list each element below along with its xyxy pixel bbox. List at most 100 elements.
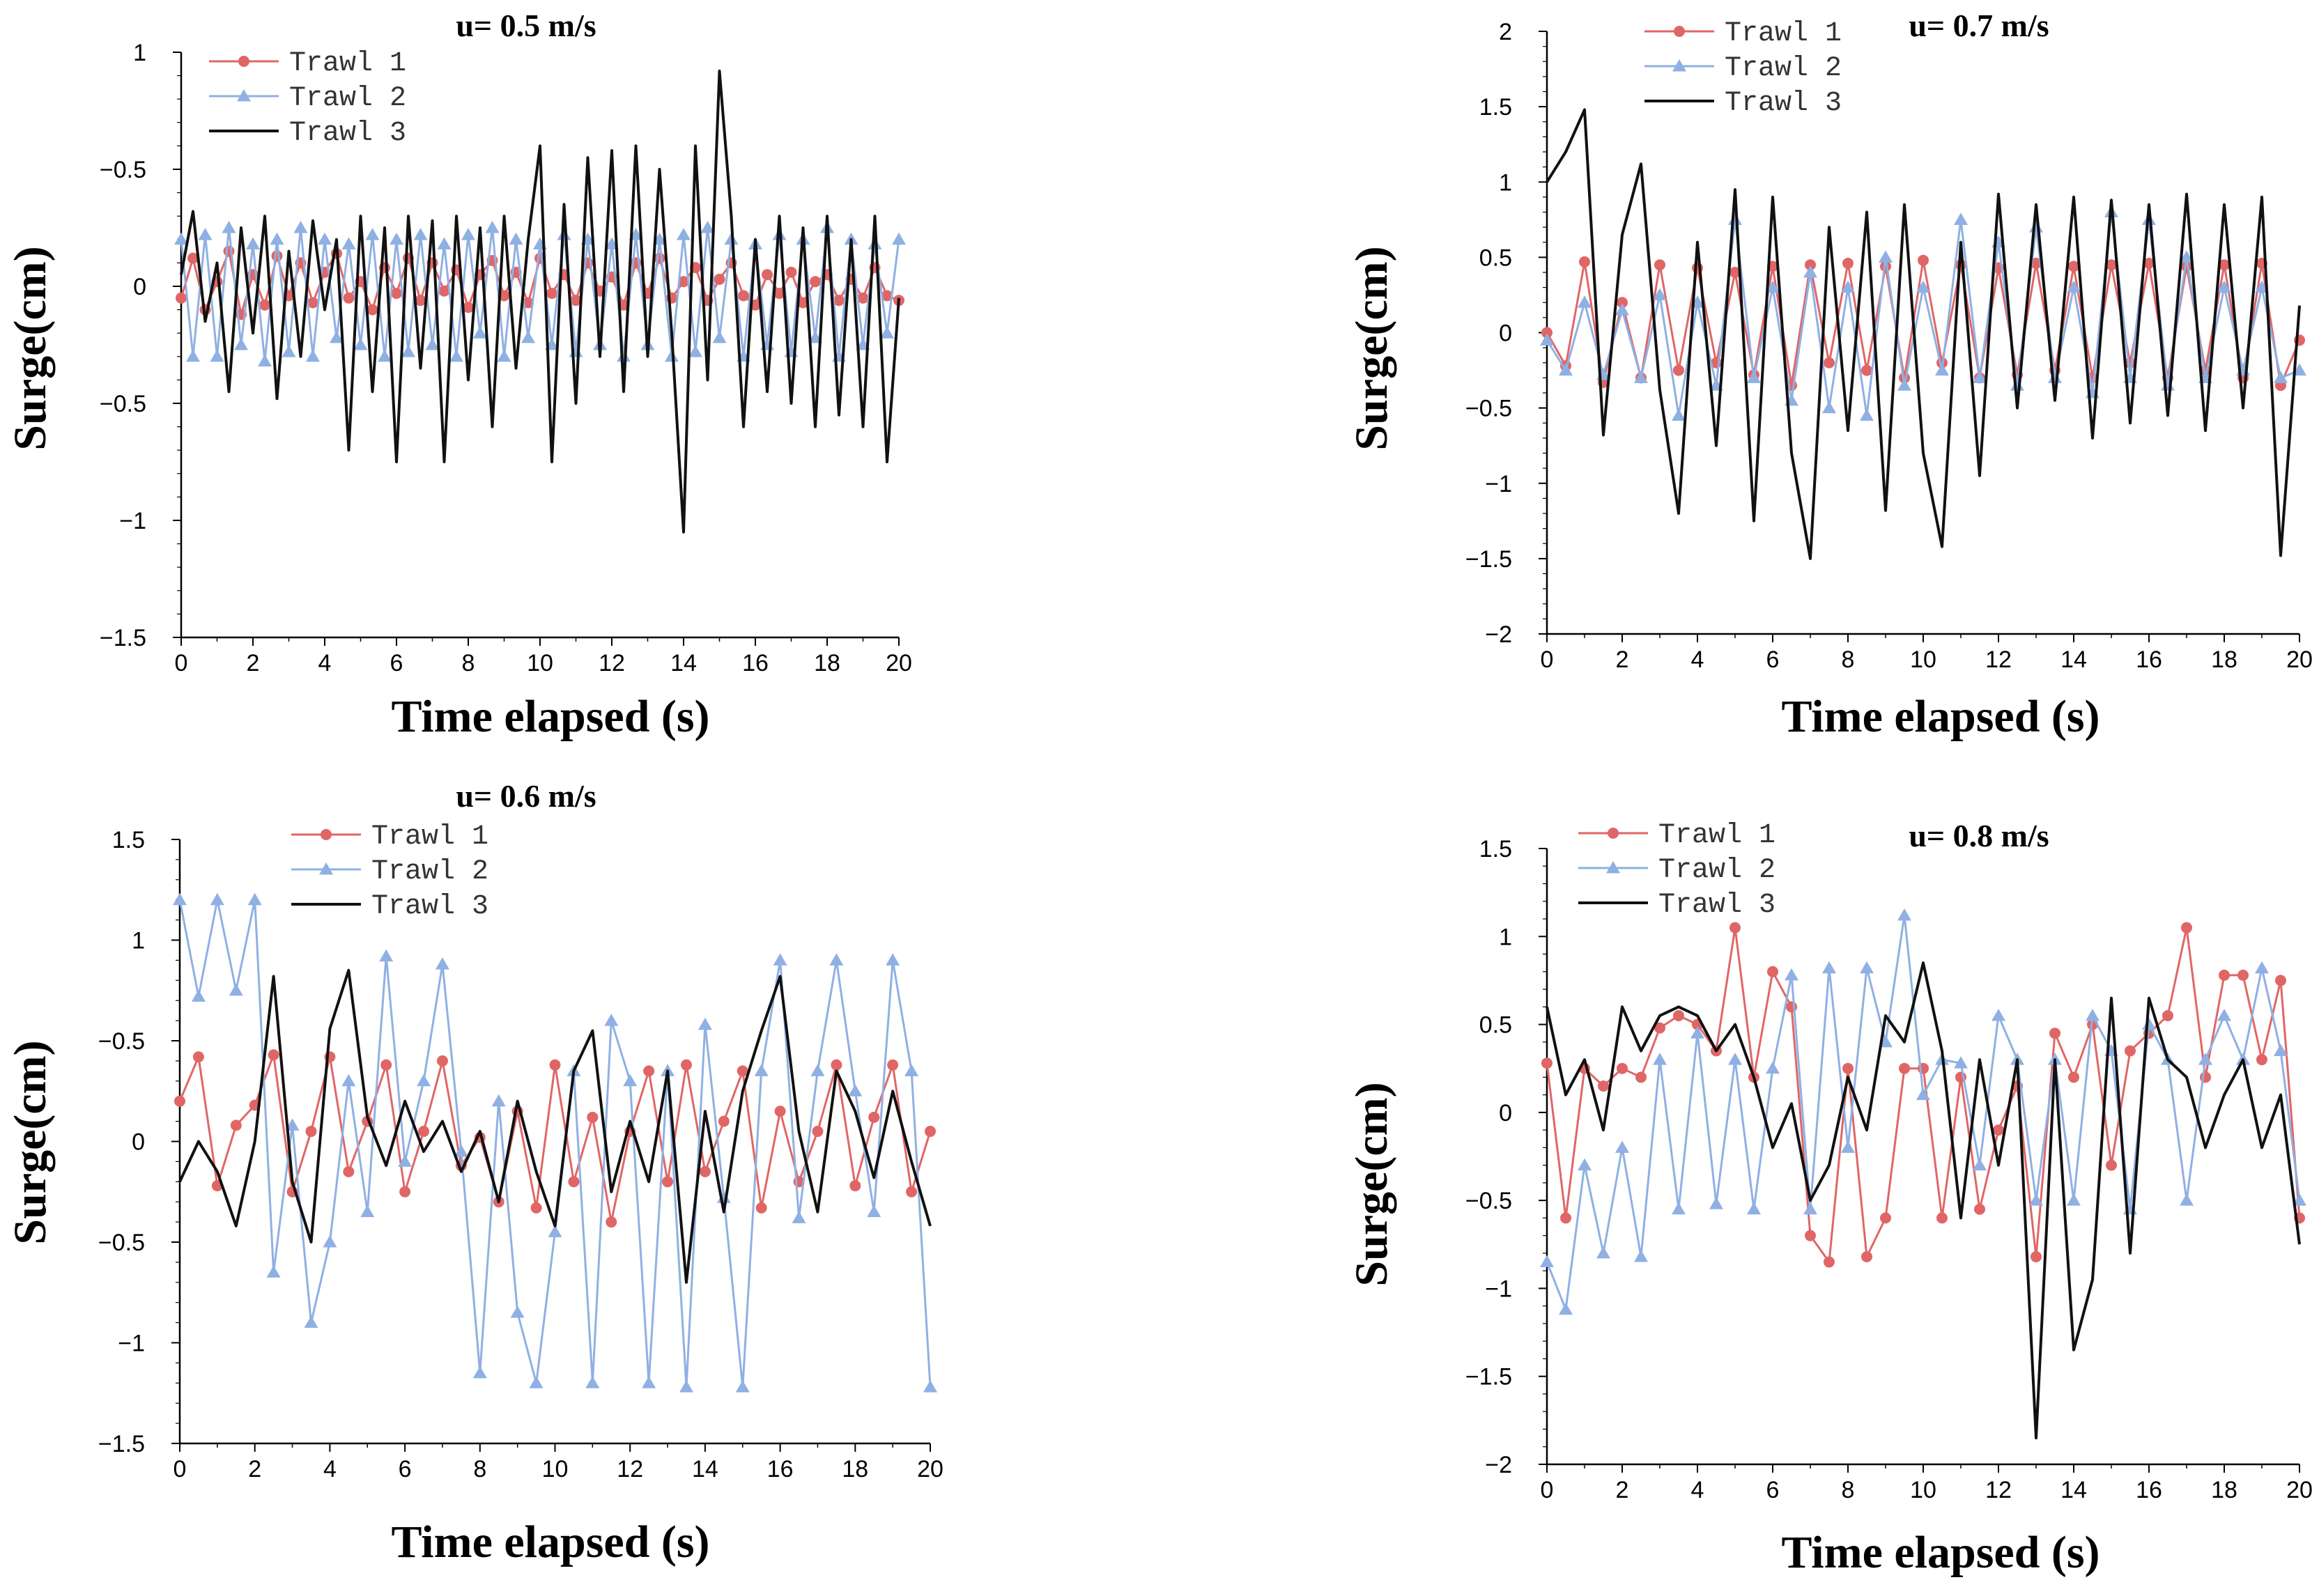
data-point-trawl1 bbox=[305, 1126, 317, 1138]
data-point-trawl1 bbox=[1729, 267, 1741, 278]
panel-u-0-7: u= 0.7 m/s Surge(cm) Time elapsed (s) 0 2… bbox=[1346, 8, 2313, 742]
x-tick-label: 6 bbox=[1766, 646, 1780, 673]
data-point-trawl2 bbox=[892, 232, 906, 245]
x-tick-label: 20 bbox=[2286, 646, 2313, 673]
y-axis-title: Surge(cm) bbox=[1346, 1082, 1397, 1286]
data-point-trawl2 bbox=[318, 232, 332, 245]
data-point-trawl1 bbox=[271, 250, 283, 262]
x-axis-title: Time elapsed (s) bbox=[1781, 691, 2100, 742]
data-point-trawl2 bbox=[1935, 363, 1949, 376]
data-point-trawl1 bbox=[714, 273, 725, 285]
data-point-trawl1 bbox=[436, 1055, 448, 1067]
x-tick-label: 14 bbox=[2060, 646, 2087, 673]
y-tick-label: −1.5 bbox=[100, 625, 146, 651]
legend-label: Trawl 2 bbox=[289, 83, 406, 114]
data-point-trawl2 bbox=[222, 221, 236, 233]
x-tick-label: 14 bbox=[2060, 1477, 2087, 1503]
data-point-trawl2 bbox=[1540, 333, 1554, 346]
data-point-trawl2 bbox=[435, 957, 449, 970]
x-tick-label: 2 bbox=[1616, 1477, 1629, 1503]
data-point-trawl2 bbox=[792, 1211, 806, 1223]
y-tick-label: 0 bbox=[1499, 320, 1512, 347]
x-tick-label: 18 bbox=[814, 650, 840, 676]
legend-marker-trawl2 bbox=[1606, 861, 1620, 874]
data-point-trawl2 bbox=[1897, 378, 1911, 391]
data-point-trawl2 bbox=[1973, 1158, 1987, 1171]
data-point-trawl1 bbox=[1617, 297, 1628, 309]
y-tick-label: −1 bbox=[118, 1331, 145, 1357]
data-point-trawl2 bbox=[557, 228, 571, 240]
data-point-trawl1 bbox=[549, 1059, 561, 1071]
panel-title: u= 0.7 m/s bbox=[1909, 8, 2049, 43]
y-tick-label: −0.5 bbox=[100, 157, 146, 183]
data-point-trawl2 bbox=[2029, 1193, 2043, 1206]
data-point-trawl2 bbox=[2142, 1017, 2156, 1030]
data-point-trawl1 bbox=[187, 252, 199, 264]
data-point-trawl1 bbox=[654, 252, 665, 264]
x-tick-label: 12 bbox=[1985, 1477, 2012, 1503]
data-point-trawl2 bbox=[700, 221, 715, 233]
data-point-trawl2 bbox=[2255, 961, 2269, 974]
series-line-trawl1 bbox=[1546, 259, 2301, 387]
legend-marker-trawl1 bbox=[238, 56, 249, 67]
x-tick-label: 8 bbox=[462, 650, 475, 676]
data-point-trawl1 bbox=[587, 1111, 599, 1123]
x-tick-label: 16 bbox=[767, 1456, 794, 1482]
x-tick-label: 0 bbox=[1541, 1477, 1554, 1503]
data-point-trawl2 bbox=[1916, 1087, 1930, 1101]
y-tick-label: −1 bbox=[119, 508, 146, 534]
data-point-trawl2 bbox=[1822, 961, 1836, 974]
x-tick-label: 14 bbox=[670, 650, 697, 676]
data-point-trawl2 bbox=[510, 1306, 525, 1318]
data-point-trawl2 bbox=[1841, 280, 1855, 293]
y-tick-label: 1.5 bbox=[1479, 94, 1512, 121]
data-point-trawl1 bbox=[1654, 1022, 1665, 1034]
data-point-trawl2 bbox=[379, 949, 394, 962]
data-point-trawl2 bbox=[1747, 371, 1761, 383]
data-point-trawl1 bbox=[2049, 1028, 2060, 1039]
y-tick-label: −1 bbox=[1485, 471, 1512, 497]
legend-label: Trawl 1 bbox=[1658, 820, 1775, 851]
data-point-trawl2 bbox=[1578, 295, 1592, 308]
x-tick-label: 0 bbox=[1541, 646, 1554, 673]
data-point-trawl2 bbox=[1860, 408, 1874, 421]
data-point-trawl1 bbox=[523, 297, 534, 309]
y-tick-label: 1 bbox=[132, 928, 145, 954]
data-point-trawl2 bbox=[1672, 408, 1686, 421]
data-point-trawl1 bbox=[570, 295, 582, 307]
data-point-trawl2 bbox=[1559, 1302, 1573, 1315]
data-point-trawl2 bbox=[904, 1064, 919, 1076]
y-tick-label: −0.5 bbox=[1465, 1188, 1512, 1214]
x-tick-label: 6 bbox=[1766, 1477, 1780, 1503]
data-point-trawl2 bbox=[521, 330, 536, 343]
data-point-trawl2 bbox=[282, 345, 296, 357]
data-point-trawl2 bbox=[365, 228, 380, 240]
data-point-trawl2 bbox=[234, 338, 249, 350]
data-point-trawl2 bbox=[270, 232, 284, 245]
data-point-trawl2 bbox=[472, 1365, 487, 1379]
data-point-trawl1 bbox=[192, 1051, 204, 1063]
data-point-trawl1 bbox=[755, 1202, 767, 1214]
data-point-trawl2 bbox=[1540, 1255, 1554, 1268]
data-point-trawl1 bbox=[2275, 975, 2286, 986]
x-tick-label: 14 bbox=[692, 1456, 718, 1482]
x-tick-label: 8 bbox=[473, 1456, 486, 1482]
panel-u-0-6: u= 0.6 m/s Surge(cm) Time elapsed (s) 0 2… bbox=[5, 778, 943, 1567]
series-line-trawl3 bbox=[1546, 961, 2301, 1440]
x-tick-label: 20 bbox=[886, 650, 912, 676]
data-point-trawl2 bbox=[417, 1074, 431, 1087]
data-point-trawl1 bbox=[1729, 922, 1741, 933]
data-point-trawl2 bbox=[285, 1118, 300, 1131]
data-point-trawl2 bbox=[390, 232, 403, 245]
y-tick-label: −0.5 bbox=[98, 1028, 145, 1055]
data-point-trawl2 bbox=[616, 349, 631, 362]
data-point-trawl1 bbox=[881, 290, 893, 302]
y-axis-title: Surge(cm) bbox=[1346, 246, 1397, 450]
data-point-trawl1 bbox=[1993, 1124, 2004, 1136]
data-point-trawl1 bbox=[1824, 357, 1835, 369]
x-tick-label: 2 bbox=[247, 650, 260, 676]
data-point-trawl1 bbox=[699, 1165, 711, 1177]
data-point-trawl2 bbox=[1653, 1053, 1667, 1065]
x-axis-title: Time elapsed (s) bbox=[391, 1517, 709, 1567]
y-tick-label: −1.5 bbox=[1465, 546, 1512, 573]
